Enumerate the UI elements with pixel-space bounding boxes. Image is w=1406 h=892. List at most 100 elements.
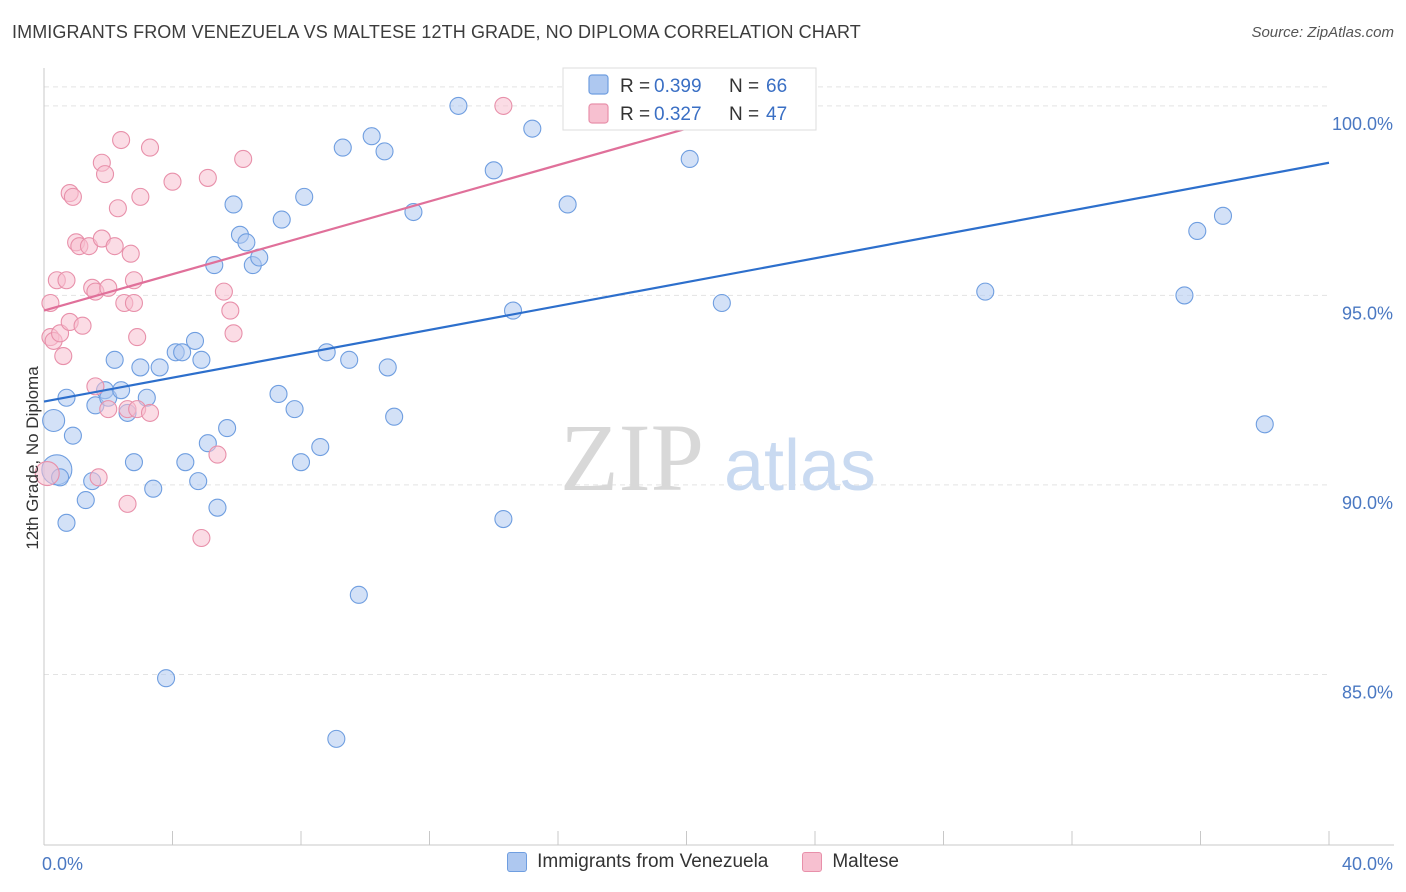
point-maltese <box>118 494 137 513</box>
point-venezuela <box>349 585 368 604</box>
point-maltese <box>89 468 108 487</box>
point-venezuela <box>124 453 143 472</box>
point-venezuela <box>291 453 311 472</box>
legend-n-value-venezuela: 66 <box>766 76 787 97</box>
point-maltese <box>121 244 140 263</box>
legend-r-label-venezuela: R = <box>620 76 650 97</box>
point-venezuela <box>484 161 503 180</box>
point-maltese <box>140 138 160 157</box>
point-maltese <box>208 445 227 464</box>
point-maltese <box>221 301 240 320</box>
grid-layer <box>44 86 1331 675</box>
point-maltese <box>224 324 243 343</box>
trend-line-venezuela <box>43 161 1330 403</box>
legend-item-venezuela[interactable]: Immigrants from Venezuela <box>507 851 768 873</box>
axes: 85.0% 90.0% 95.0% 100.0% 0.0% 40.0% <box>42 68 1394 874</box>
point-venezuela <box>327 729 346 748</box>
swatch-maltese-icon <box>802 852 823 872</box>
point-maltese <box>105 237 124 256</box>
point-venezuela <box>333 138 352 157</box>
point-venezuela <box>295 187 314 206</box>
legend-item-maltese[interactable]: Maltese <box>802 851 899 873</box>
series-legend: Immigrants from Venezuela Maltese <box>0 851 1406 873</box>
y-axis-label: 12th Grade, No Diploma <box>23 366 42 550</box>
legend-n-value-maltese: 47 <box>766 104 787 125</box>
point-venezuela <box>224 195 243 214</box>
y-tick-label-0: 85.0% <box>1342 682 1393 702</box>
point-venezuela <box>57 513 76 532</box>
points-maltese <box>34 96 513 548</box>
point-venezuela <box>976 282 995 301</box>
point-venezuela <box>285 400 304 419</box>
point-venezuela <box>680 149 699 169</box>
trend-lines <box>43 104 1330 403</box>
point-venezuela <box>237 233 256 252</box>
point-venezuela <box>712 293 731 313</box>
point-maltese <box>57 271 76 290</box>
point-maltese <box>128 328 147 347</box>
point-venezuela <box>192 350 211 369</box>
point-venezuela <box>317 343 336 362</box>
point-venezuela <box>63 426 82 445</box>
point-venezuela <box>131 358 150 377</box>
y-tick-label-1: 90.0% <box>1342 493 1393 513</box>
point-maltese <box>63 187 82 206</box>
chart-title: IMMIGRANTS FROM VENEZUELA VS MALTESE 12T… <box>12 22 861 42</box>
source-credit: Source: ZipAtlas.com <box>1251 24 1394 41</box>
point-maltese <box>163 172 182 191</box>
point-maltese <box>34 461 60 487</box>
legend-label-maltese: Maltese <box>832 851 899 872</box>
point-venezuela <box>189 472 208 491</box>
y-tick-label-3: 100.0% <box>1332 114 1393 134</box>
point-venezuela <box>272 210 291 229</box>
legend-n-label-maltese: N = <box>729 104 759 125</box>
swatch-venezuela-icon <box>507 852 528 872</box>
point-maltese <box>95 165 115 184</box>
point-venezuela <box>1255 415 1274 434</box>
point-venezuela <box>144 479 163 498</box>
point-venezuela <box>176 453 195 472</box>
point-maltese <box>140 403 160 422</box>
point-maltese <box>99 400 118 419</box>
point-venezuela <box>494 509 513 529</box>
point-maltese <box>214 282 233 301</box>
point-venezuela <box>269 384 288 404</box>
point-venezuela <box>523 119 542 138</box>
point-venezuela <box>1175 286 1194 305</box>
point-venezuela <box>185 331 205 350</box>
x-tick-label-1: 40.0% <box>1342 854 1393 874</box>
watermark-atlas: atlas <box>724 426 876 506</box>
point-maltese <box>198 168 217 187</box>
point-venezuela <box>218 419 237 438</box>
point-venezuela <box>1188 221 1207 241</box>
point-maltese <box>54 347 73 366</box>
legend-swatch-venezuela <box>588 74 609 95</box>
watermark: ZIP atlas <box>560 404 876 511</box>
point-venezuela <box>449 96 468 115</box>
point-maltese <box>124 293 143 313</box>
watermark-zip: ZIP <box>560 404 704 511</box>
point-venezuela <box>311 437 330 457</box>
point-venezuela <box>173 343 192 362</box>
point-venezuela <box>340 350 359 369</box>
point-venezuela <box>1213 206 1233 225</box>
point-maltese <box>131 187 150 206</box>
legend-r-value-venezuela: 0.399 <box>654 76 702 97</box>
point-maltese <box>234 149 253 169</box>
point-venezuela <box>150 358 169 377</box>
point-maltese <box>73 316 92 335</box>
point-venezuela <box>362 127 381 146</box>
point-maltese <box>112 130 131 150</box>
point-venezuela <box>157 669 176 688</box>
point-venezuela <box>375 142 394 161</box>
trend-line-maltese <box>43 104 768 312</box>
point-venezuela <box>378 358 397 377</box>
point-maltese <box>108 199 127 218</box>
legend-label-venezuela: Immigrants from Venezuela <box>537 851 769 872</box>
x-tick-label-0: 0.0% <box>42 854 83 874</box>
legend-r-label-maltese: R = <box>620 104 650 125</box>
point-venezuela <box>385 407 404 426</box>
point-maltese <box>494 96 513 115</box>
